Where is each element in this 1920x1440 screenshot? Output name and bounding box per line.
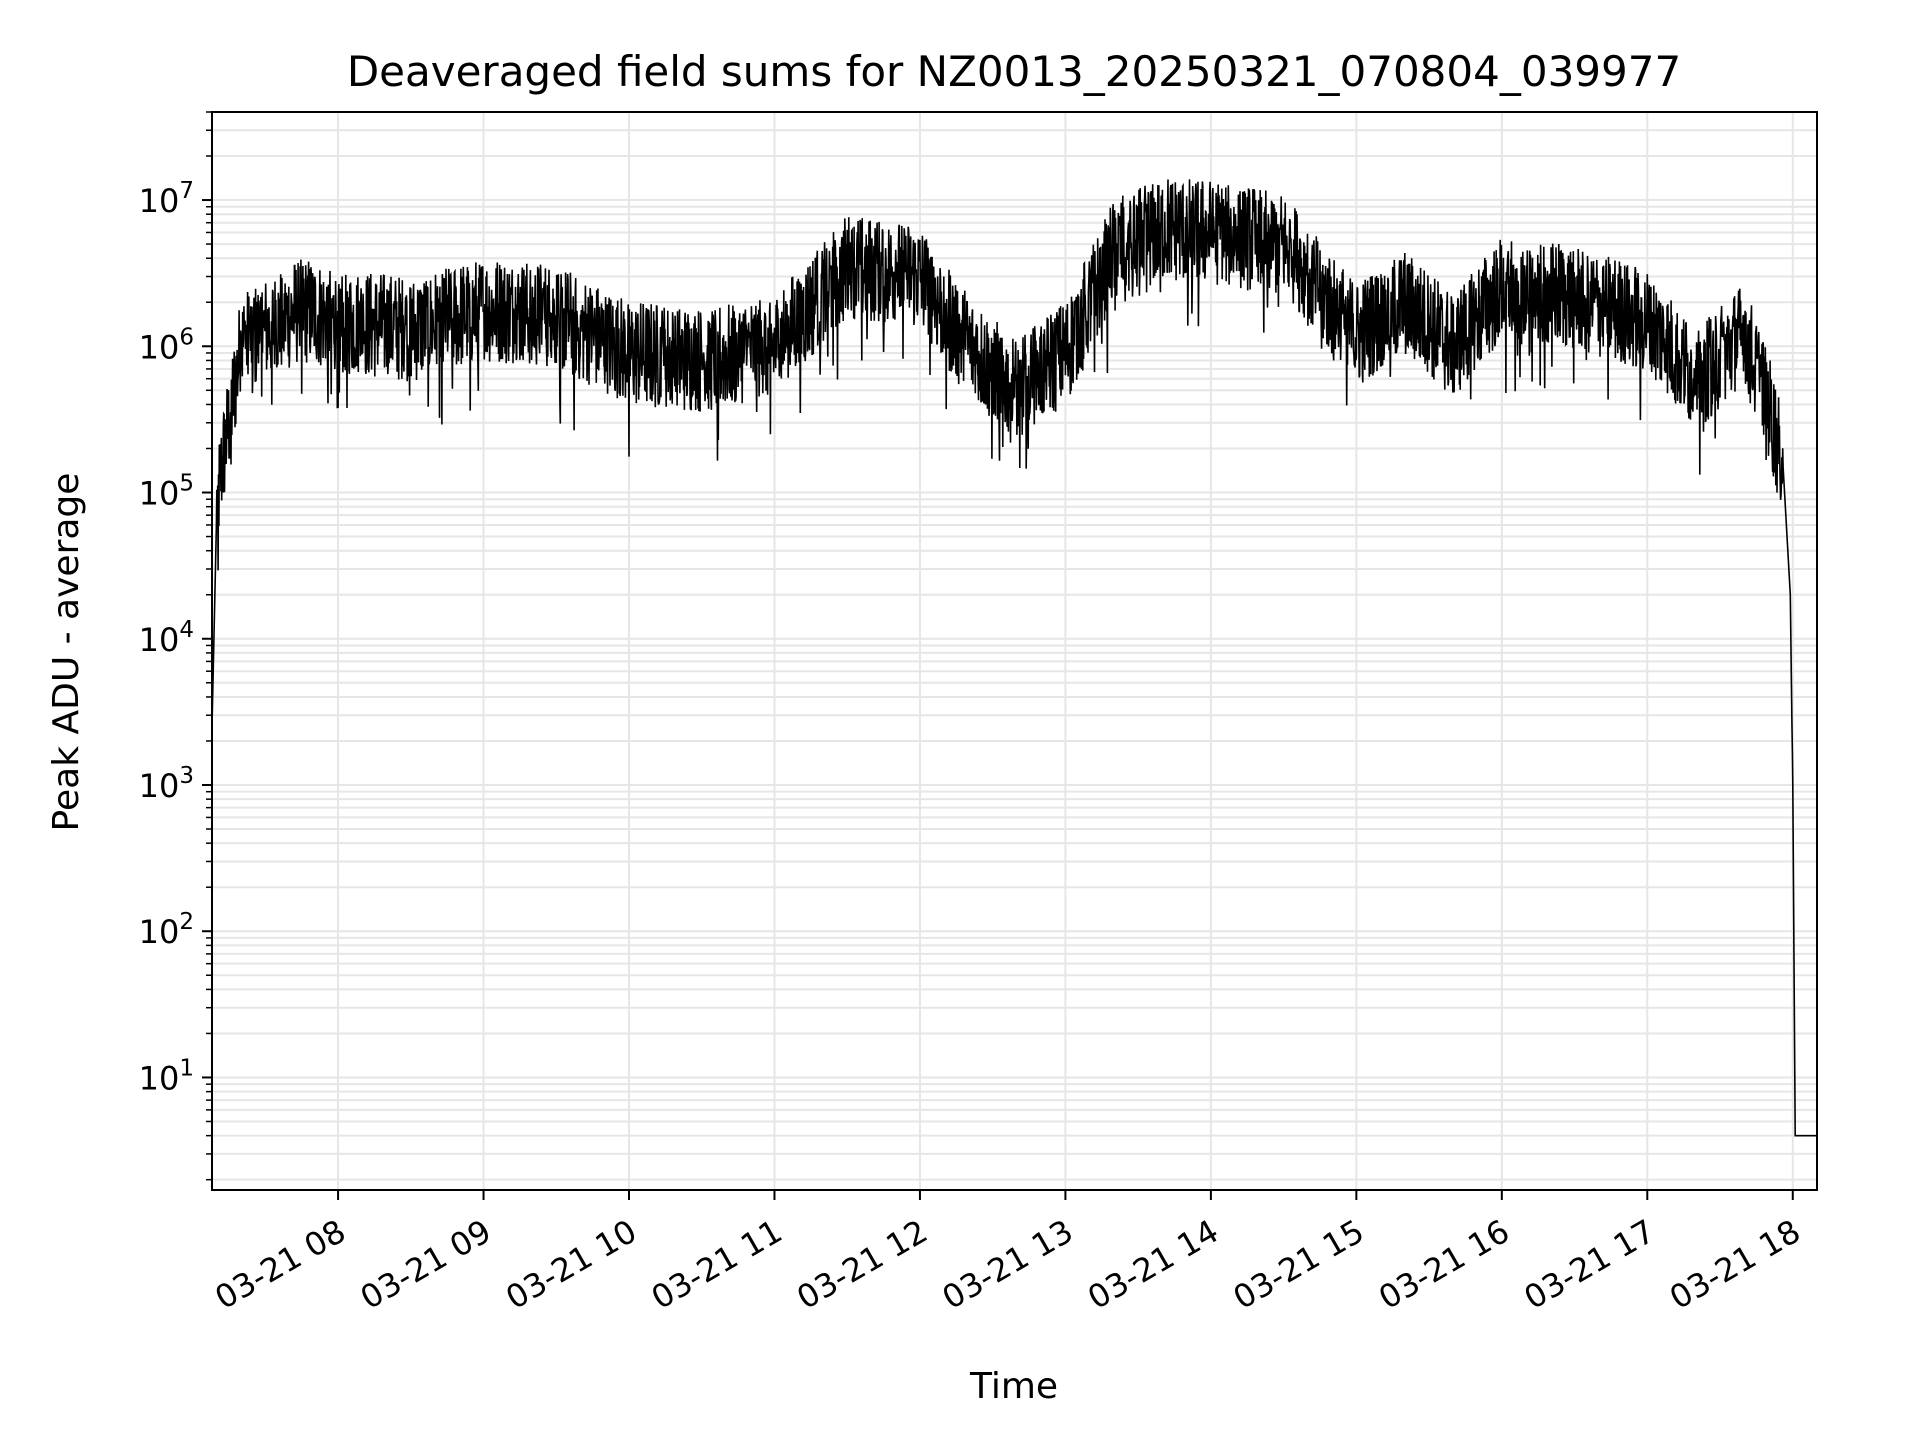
- chart-title: Deaveraged field sums for NZ0013_2025032…: [347, 47, 1681, 96]
- x-axis-label: Time: [969, 1366, 1058, 1407]
- y-tick-label: 102: [139, 909, 194, 951]
- y-tick-label: 107: [139, 178, 194, 220]
- grid-minor: [212, 111, 1817, 1181]
- y-tick-label: 101: [139, 1055, 194, 1097]
- y-tick-label: 104: [139, 617, 194, 659]
- y-tick-label: 105: [139, 471, 194, 513]
- series-line: [211, 179, 1817, 1137]
- y-tick-label: 103: [139, 763, 194, 805]
- plot-frame: [211, 111, 1818, 1191]
- y-tick-label: 106: [139, 324, 194, 366]
- plot-area: [211, 179, 1817, 1137]
- y-axis-label: Peak ADU - average: [46, 473, 87, 832]
- y-axis-ticks: 101 102 103 104 105 106 107: [139, 111, 212, 1181]
